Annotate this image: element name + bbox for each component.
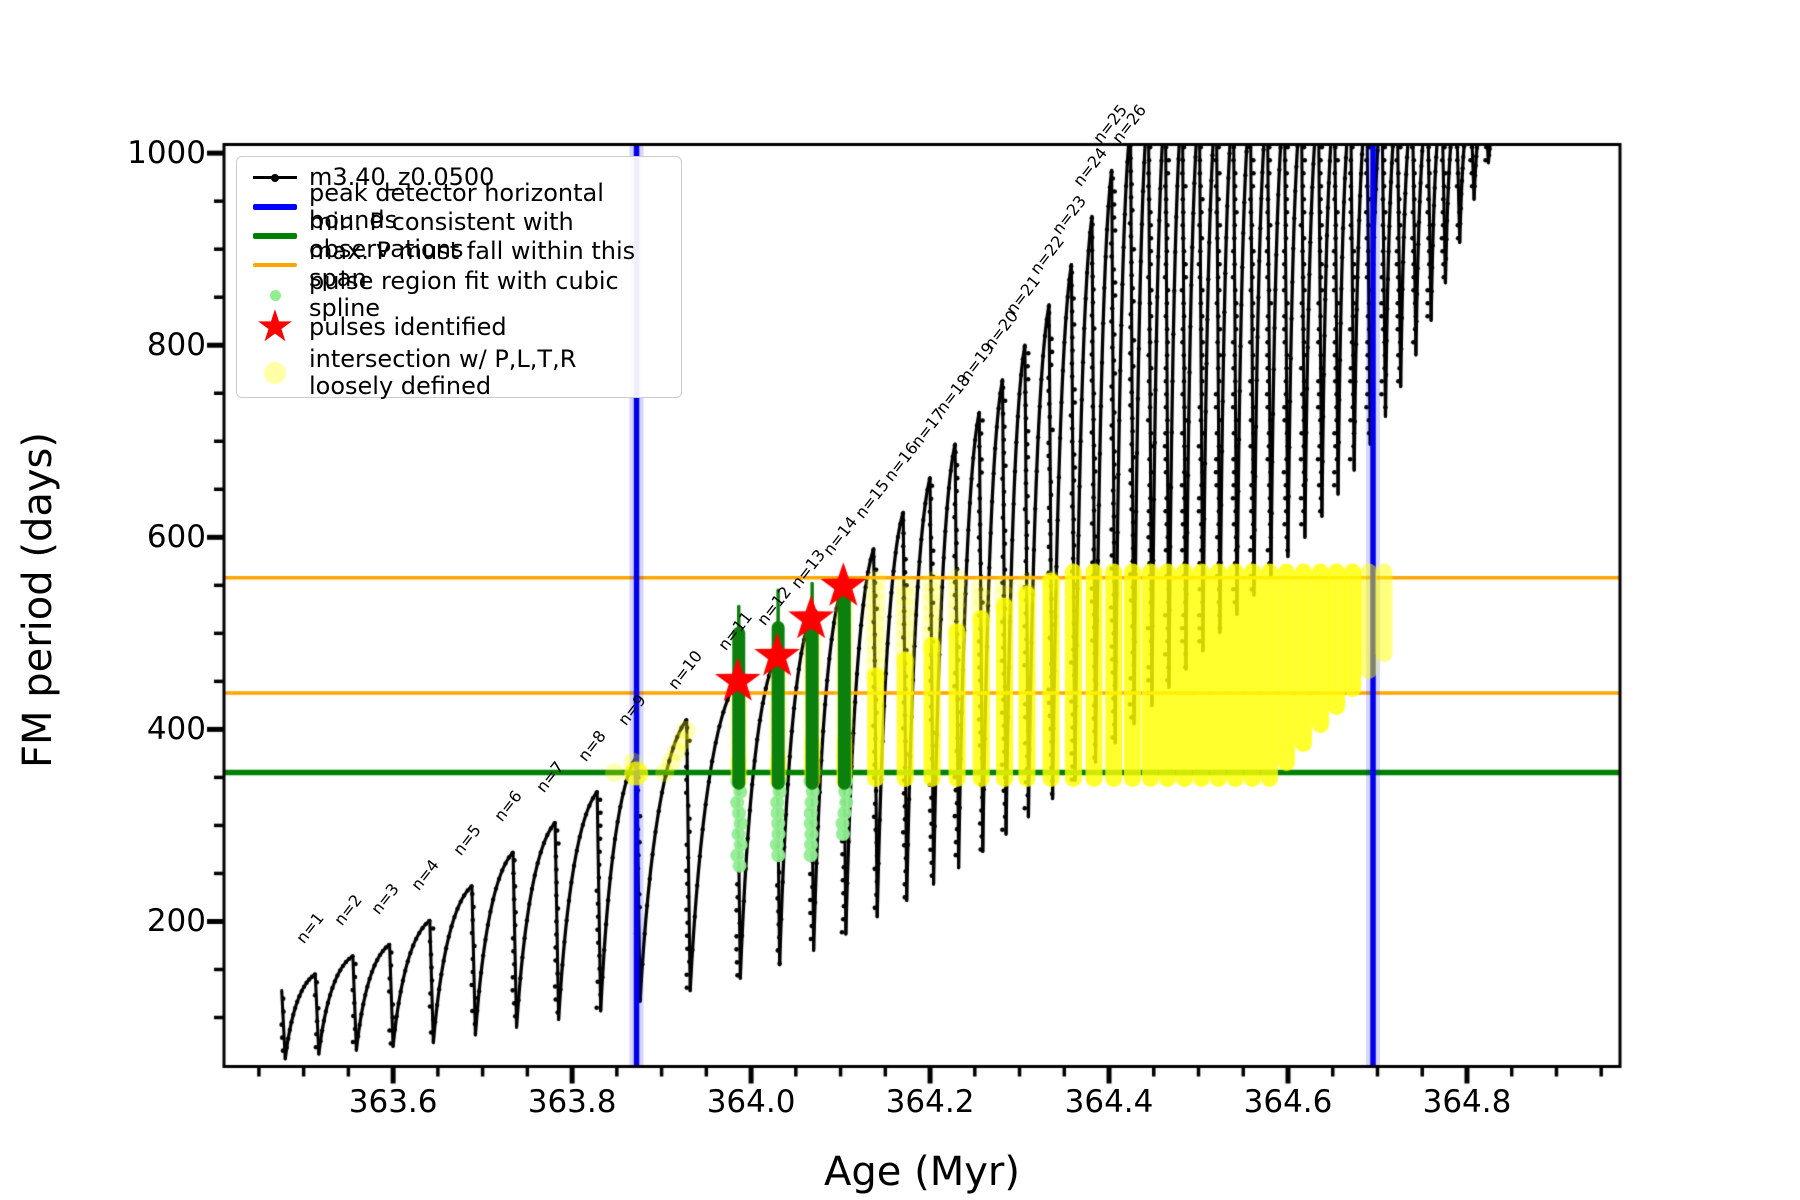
legend-entry: max. P must fall within this span — [249, 238, 681, 291]
y-tick-label: 1000 — [127, 135, 206, 172]
legend-entry: pulse region fit with cubic spline — [249, 268, 681, 321]
legend-label: intersection w/ P,L,T,R loosely defined — [309, 345, 577, 400]
x-axis-label: Age (Myr) — [824, 1149, 1020, 1195]
y-tick-label: 800 — [146, 327, 206, 364]
x-tick-label: 364.0 — [706, 1084, 796, 1120]
legend-label: pulse region fit with cubic spline — [309, 267, 619, 322]
legend-marker-dot-icon — [249, 289, 301, 301]
legend-entry: peak detector horizontal bounds — [249, 179, 681, 233]
legend: m3.40_z0.0500 peak detector horizontal bo… — [236, 156, 682, 399]
legend-label: peak detector horizontal bounds — [309, 178, 604, 234]
legend-marker-line-icon — [249, 263, 301, 267]
legend-marker-line-icon — [249, 203, 301, 210]
x-tick-label: 363.8 — [527, 1084, 617, 1120]
legend-label: min. P consistent with observations — [309, 207, 574, 263]
legend-marker-dot-icon — [249, 362, 301, 384]
y-tick-label: 400 — [146, 711, 206, 748]
y-tick-label: 200 — [146, 903, 206, 940]
x-tick-label: 363.6 — [348, 1084, 438, 1120]
legend-marker-star-icon: ★ — [255, 301, 295, 352]
x-tick-label: 364.2 — [885, 1084, 975, 1120]
legend-marker-line-icon — [249, 232, 301, 239]
legend-entry: min. P consistent with observations — [249, 208, 681, 262]
legend-entry: intersection w/ P,L,T,R loosely defined — [249, 344, 681, 402]
legend-marker-line-dot-icon — [249, 176, 301, 179]
legend-label: pulses identified — [309, 312, 507, 341]
y-tick-label: 600 — [146, 519, 206, 556]
y-axis-label: FM period (days) — [15, 432, 61, 768]
x-tick-label: 364.8 — [1422, 1084, 1512, 1120]
x-tick-label: 364.4 — [1064, 1084, 1154, 1120]
legend-entry: m3.40_z0.0500 — [249, 163, 681, 192]
x-tick-label: 364.6 — [1243, 1084, 1333, 1120]
legend-label: max. P must fall within this span — [309, 237, 636, 292]
legend-label: m3.40_z0.0500 — [309, 163, 495, 192]
legend-entry: ★ pulses identified — [249, 301, 681, 352]
